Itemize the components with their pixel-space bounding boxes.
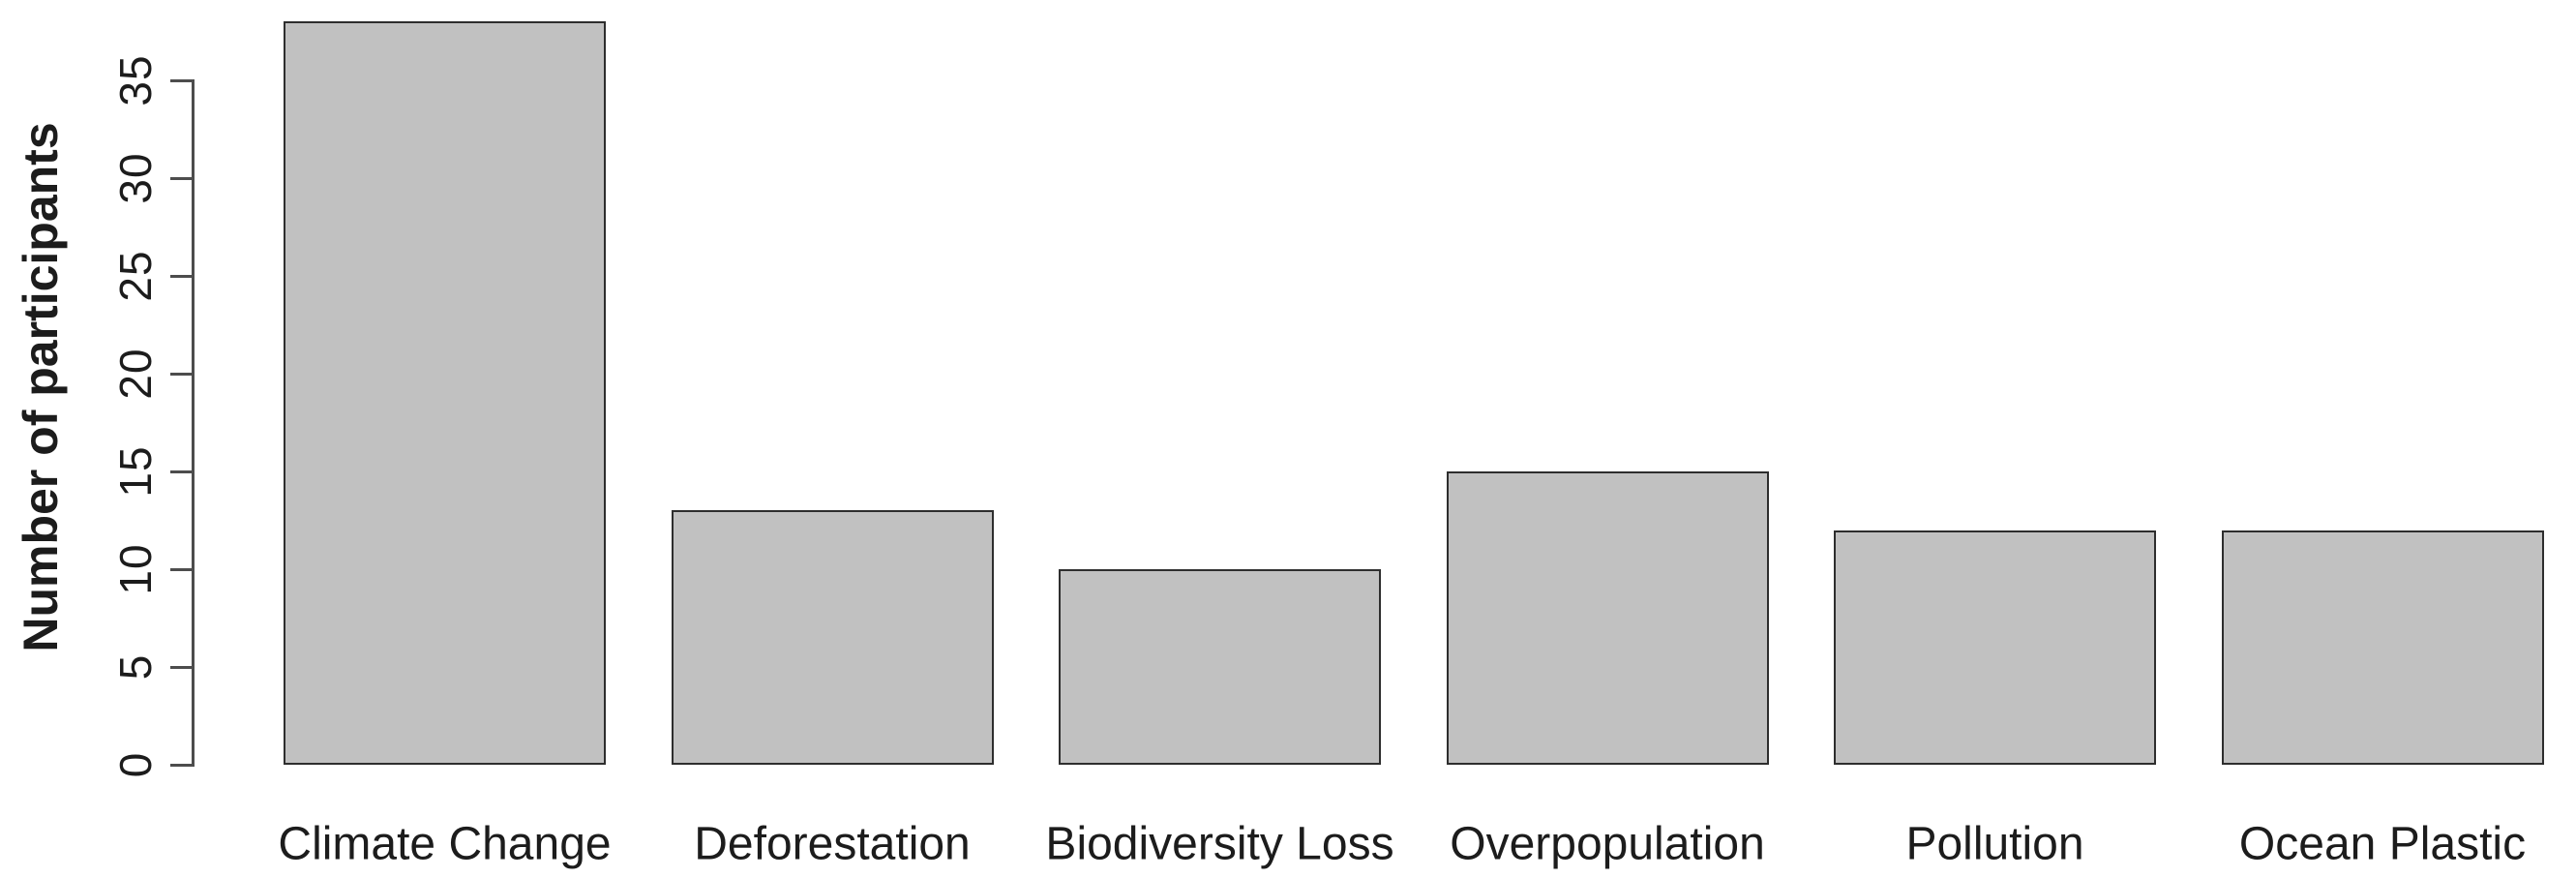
x-axis-label-pollution: Pollution [1905,818,2084,870]
y-tick-mark [170,372,192,376]
bar-biodiversity-loss [1059,569,1381,765]
bar-climate-change [284,21,606,765]
bar-ocean-plastic [2221,530,2544,765]
y-tick-mark [170,78,192,82]
y-tick-mark [170,176,192,180]
bar-pollution [1834,530,2156,765]
y-tick-label: 0 [110,751,161,778]
x-axis-label-ocean-plastic: Ocean Plastic [2238,818,2527,870]
y-tick-mark [170,763,192,767]
bar-overpopulation [1446,471,1769,765]
y-tick-label: 30 [110,152,161,204]
y-axis-title: Number of participants [14,122,68,652]
bar-deforestation [671,510,994,765]
y-tick-mark [170,469,192,473]
x-axis-label-climate-change: Climate Change [278,818,612,870]
y-tick-label: 20 [110,348,161,400]
y-tick-label: 35 [110,54,161,106]
y-axis-line [192,79,195,767]
y-tick-label: 15 [110,445,161,498]
y-tick-mark [170,665,192,669]
y-tick-mark [170,274,192,278]
y-tick-mark [170,567,192,571]
x-axis-label-overpopulation: Overpopulation [1450,818,1765,870]
y-tick-label: 5 [110,653,161,681]
x-axis-label-deforestation: Deforestation [694,818,971,870]
y-tick-label: 25 [110,250,161,302]
x-axis-label-biodiversity-loss: Biodiversity Loss [1045,818,1394,870]
y-tick-label: 10 [110,543,161,595]
